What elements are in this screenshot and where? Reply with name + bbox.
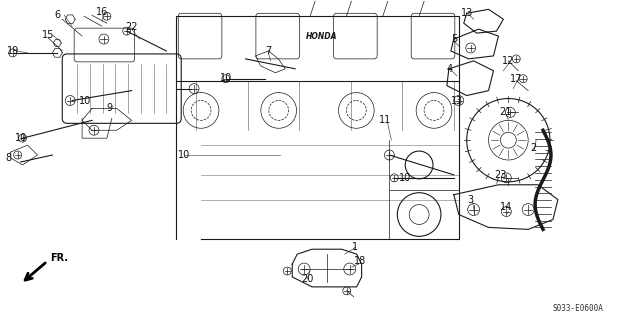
Text: 18: 18 bbox=[353, 256, 366, 266]
Text: 11: 11 bbox=[380, 115, 392, 125]
Text: 5: 5 bbox=[451, 34, 457, 44]
Text: 22: 22 bbox=[125, 22, 138, 32]
Text: FR.: FR. bbox=[51, 253, 68, 263]
Text: 17: 17 bbox=[510, 74, 522, 84]
Text: 10: 10 bbox=[15, 133, 27, 143]
Text: 1: 1 bbox=[351, 242, 358, 252]
Text: 7: 7 bbox=[266, 46, 271, 56]
Text: 14: 14 bbox=[500, 202, 513, 211]
Text: 23: 23 bbox=[494, 170, 507, 180]
Text: HONDA: HONDA bbox=[306, 32, 338, 41]
Text: 13: 13 bbox=[461, 8, 473, 18]
Text: 19: 19 bbox=[6, 46, 19, 56]
Text: 10: 10 bbox=[178, 150, 190, 160]
Text: 10: 10 bbox=[220, 73, 232, 83]
Text: 21: 21 bbox=[499, 108, 511, 117]
Text: 9: 9 bbox=[107, 103, 113, 114]
Text: 4: 4 bbox=[447, 64, 453, 74]
Text: 12: 12 bbox=[502, 56, 515, 66]
Text: 15: 15 bbox=[42, 30, 54, 40]
Text: S033-E0600A: S033-E0600A bbox=[553, 304, 604, 313]
Text: 3: 3 bbox=[468, 195, 474, 205]
Text: 20: 20 bbox=[301, 274, 314, 284]
Text: 2: 2 bbox=[530, 143, 536, 153]
Text: 10: 10 bbox=[79, 95, 91, 106]
Text: 13: 13 bbox=[451, 95, 463, 106]
Text: 6: 6 bbox=[54, 10, 60, 20]
Text: 8: 8 bbox=[6, 153, 12, 163]
Text: 10: 10 bbox=[399, 173, 412, 183]
Text: 16: 16 bbox=[96, 7, 108, 17]
